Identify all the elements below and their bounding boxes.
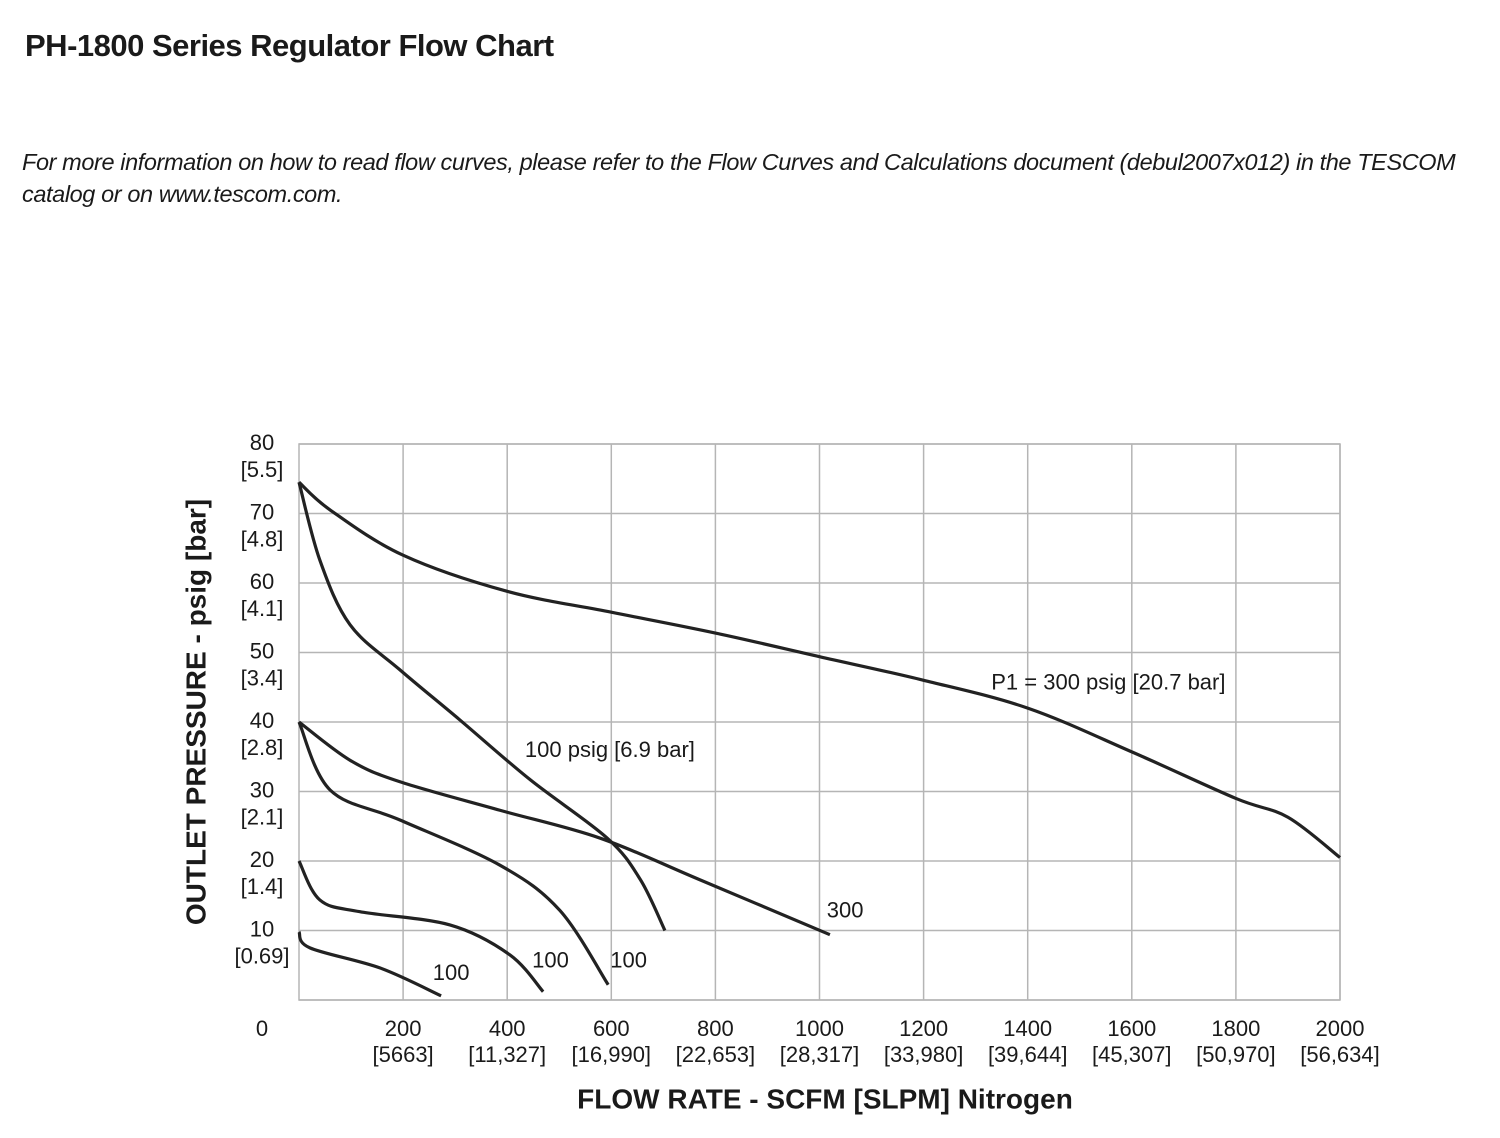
x-tick-sublabel: [45,307] bbox=[1092, 1042, 1172, 1067]
note: For more information on how to read flow… bbox=[22, 149, 1456, 207]
flow-curve bbox=[297, 481, 1341, 859]
y-tick-sublabel: [3.4] bbox=[241, 665, 284, 690]
flow-curve bbox=[297, 481, 667, 932]
y-tick-label: 10 bbox=[250, 916, 274, 941]
y-tick-sublabel: [5.5] bbox=[241, 457, 284, 482]
x-tick-label: 1800 bbox=[1211, 1016, 1260, 1041]
x-tick-label: 2000 bbox=[1316, 1016, 1365, 1041]
curve-label: 100 bbox=[610, 948, 647, 973]
x-tick-label: 200 bbox=[385, 1016, 422, 1041]
y-tick-label: 20 bbox=[250, 847, 274, 872]
y-tick-sublabel: [1.4] bbox=[241, 874, 284, 899]
y-tick-label: 30 bbox=[250, 777, 274, 802]
x-tick-label: 1400 bbox=[1003, 1016, 1052, 1041]
x-tick-label: 800 bbox=[697, 1016, 734, 1041]
curve-label: 300 bbox=[827, 898, 864, 923]
curve-label: 100 psig [6.9 bar] bbox=[525, 737, 695, 762]
x-tick-sublabel: [56,634] bbox=[1300, 1042, 1380, 1067]
y-tick-label: 80 bbox=[250, 430, 274, 455]
x-tick-label: 1000 bbox=[795, 1016, 844, 1041]
x-tick-label: 1200 bbox=[899, 1016, 948, 1041]
x-tick-sublabel: [50,970] bbox=[1196, 1042, 1276, 1067]
x-axis-title: FLOW RATE - SCFM [SLPM] Nitrogen bbox=[577, 1083, 1073, 1114]
y-tick-sublabel: [2.8] bbox=[241, 735, 284, 760]
x-tick-label: 400 bbox=[489, 1016, 526, 1041]
y-tick-label: 70 bbox=[250, 499, 274, 524]
y-tick-label: 0 bbox=[256, 1016, 268, 1041]
x-tick-label: 600 bbox=[593, 1016, 630, 1041]
flow-curve bbox=[298, 720, 831, 937]
x-tick-sublabel: [11,327] bbox=[468, 1042, 546, 1067]
y-tick-label: 60 bbox=[250, 569, 274, 594]
x-tick-sublabel: [39,644] bbox=[988, 1042, 1068, 1067]
curve-label: 100 bbox=[532, 948, 569, 973]
x-tick-sublabel: [22,653] bbox=[676, 1042, 756, 1067]
y-tick-sublabel: [0.69] bbox=[234, 943, 289, 968]
curve-label: P1 = 300 psig [20.7 bar] bbox=[991, 670, 1225, 695]
flow-curve bbox=[297, 930, 442, 998]
x-tick-sublabel: [33,980] bbox=[884, 1042, 964, 1067]
y-tick-sublabel: [4.8] bbox=[241, 526, 284, 551]
x-tick-sublabel: [28,317] bbox=[780, 1042, 860, 1067]
x-tick-label: 1600 bbox=[1107, 1016, 1156, 1041]
x-tick-sublabel: [16,990] bbox=[572, 1042, 652, 1067]
y-tick-label: 40 bbox=[250, 708, 274, 733]
flow-curve bbox=[297, 860, 545, 993]
y-axis-title: OUTLET PRESSURE - psig [bar] bbox=[180, 499, 211, 925]
curve-label: 100 bbox=[433, 960, 470, 985]
flow-curve bbox=[297, 721, 610, 986]
chart-title: PH-1800 Series Regulator Flow Chart bbox=[25, 28, 554, 63]
y-tick-sublabel: [2.1] bbox=[241, 804, 284, 829]
y-tick-sublabel: [4.1] bbox=[241, 596, 284, 621]
x-tick-sublabel: [5663] bbox=[373, 1042, 434, 1067]
y-tick-label: 50 bbox=[250, 638, 274, 663]
